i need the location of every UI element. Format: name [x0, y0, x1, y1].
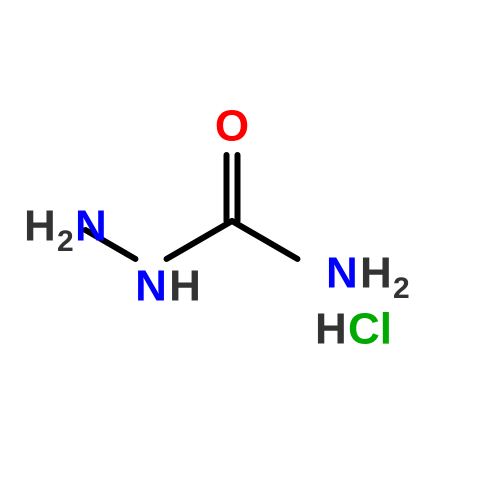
atom-label-NH_mid_N: N — [135, 262, 167, 311]
atom-label-NH2_left_N: N — [75, 202, 107, 251]
atom-label-NH2_left_2: 2 — [57, 225, 74, 258]
atom-label-NH2_right_H: H — [360, 249, 392, 298]
atom-label-HCl_Cl: Cl — [348, 305, 392, 354]
bond — [232, 221, 297, 259]
atom-label-NH2_right_N: N — [326, 249, 358, 298]
atom-label-O: O — [215, 102, 249, 151]
atom-label-NH_mid_H: H — [169, 262, 201, 311]
atom-label-HCl_H: H — [315, 305, 347, 354]
bond — [167, 221, 232, 259]
atom-label-NH2_right_2: 2 — [393, 272, 410, 305]
atom-label-NH2_left_H1: H — [24, 202, 56, 251]
chemical-structure: ONH2NHH2NHCl — [0, 0, 500, 500]
